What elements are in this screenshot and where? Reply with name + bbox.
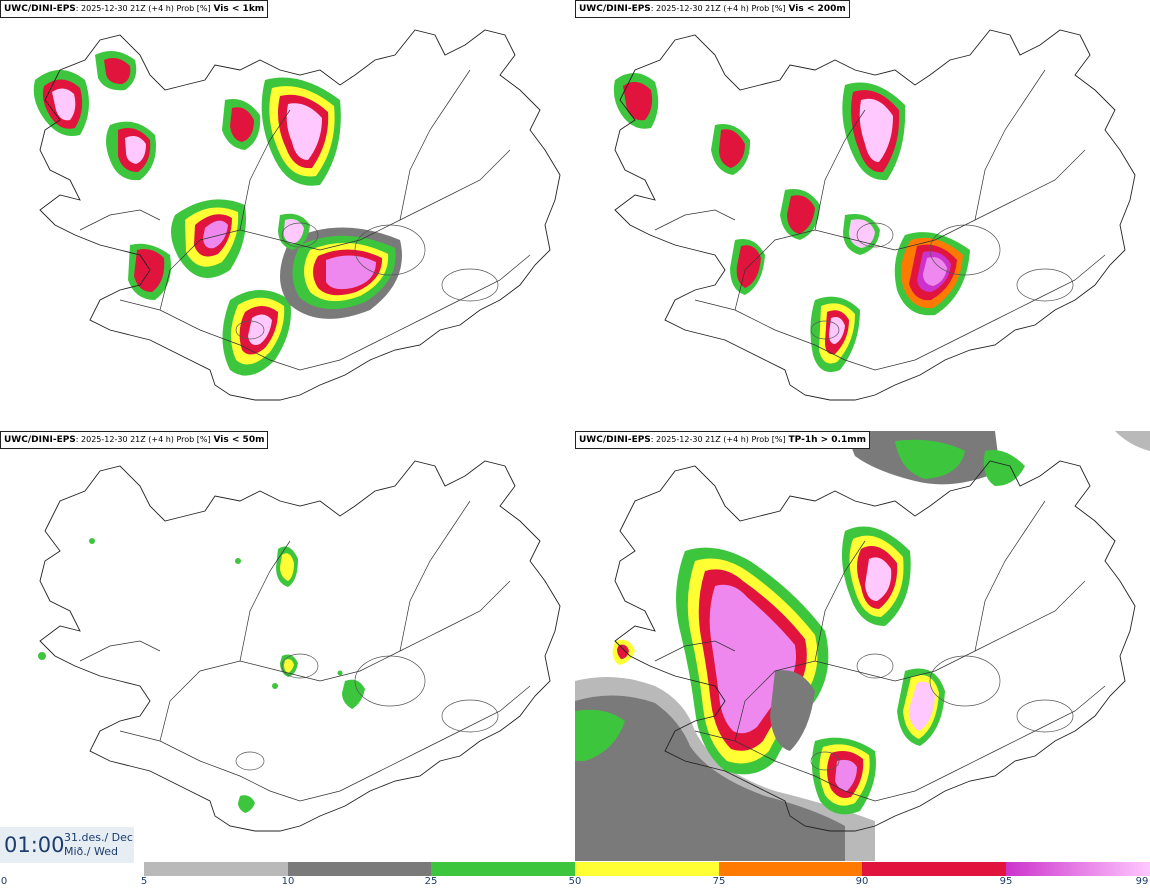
legend-colorbar	[144, 862, 1150, 876]
legend-tick: 95	[999, 876, 1013, 887]
legend-tick: 99	[1135, 876, 1149, 887]
legend-band-50-75	[575, 862, 719, 876]
legend-band-95-99	[1006, 862, 1150, 876]
legend-tick: 0	[0, 876, 8, 887]
legend-band-25-50	[431, 862, 575, 876]
legend-band-90-95	[862, 862, 1006, 876]
iceland-map	[33, 29, 561, 401]
probability-field	[575, 431, 1150, 861]
panel-title: UWC/DINI-EPS: 2025-12-30 21Z (+4 h) Prob…	[575, 431, 870, 449]
valid-time-box: 01:00 31.des./ Dec Mið./ Wed	[0, 827, 134, 863]
legend-tick: 75	[712, 876, 726, 887]
legend-band-10-25	[288, 862, 431, 876]
legend-tick: 50	[568, 876, 582, 887]
probability-field	[33, 51, 402, 376]
panel-title: UWC/DINI-EPS: 2025-12-30 21Z (+4 h) Prob…	[0, 0, 269, 18]
iceland-map	[38, 460, 561, 832]
valid-date-line2: Mið./ Wed	[64, 845, 118, 858]
probability-field	[613, 72, 970, 373]
iceland-map	[613, 29, 1136, 401]
panel-title: UWC/DINI-EPS: 2025-12-30 21Z (+4 h) Prob…	[575, 0, 850, 18]
map-panel-vis-50m: UWC/DINI-EPS: 2025-12-30 21Z (+4 h) Prob…	[0, 431, 575, 861]
panel-title: UWC/DINI-EPS: 2025-12-30 21Z (+4 h) Prob…	[0, 431, 269, 449]
valid-time: 01:00	[4, 833, 65, 857]
legend-band-75-90	[719, 862, 862, 876]
valid-date: 31.des./ Dec Mið./ Wed	[64, 831, 133, 859]
legend-tick: 90	[855, 876, 869, 887]
map-panel-vis-200m: UWC/DINI-EPS: 2025-12-30 21Z (+4 h) Prob…	[575, 0, 1150, 430]
iceland-map	[575, 431, 1150, 861]
probability-legend	[0, 862, 1150, 891]
map-panel-tp-1h: UWC/DINI-EPS: 2025-12-30 21Z (+4 h) Prob…	[575, 431, 1150, 861]
legend-band-5-10	[144, 862, 288, 876]
legend-tick: 10	[281, 876, 295, 887]
valid-date-line1: 31.des./ Dec	[64, 831, 133, 844]
legend-tick: 5	[140, 876, 148, 887]
map-panel-vis-1km: UWC/DINI-EPS: 2025-12-30 21Z (+4 h) Prob…	[0, 0, 575, 430]
legend-tick: 25	[424, 876, 438, 887]
probability-field	[38, 538, 365, 813]
